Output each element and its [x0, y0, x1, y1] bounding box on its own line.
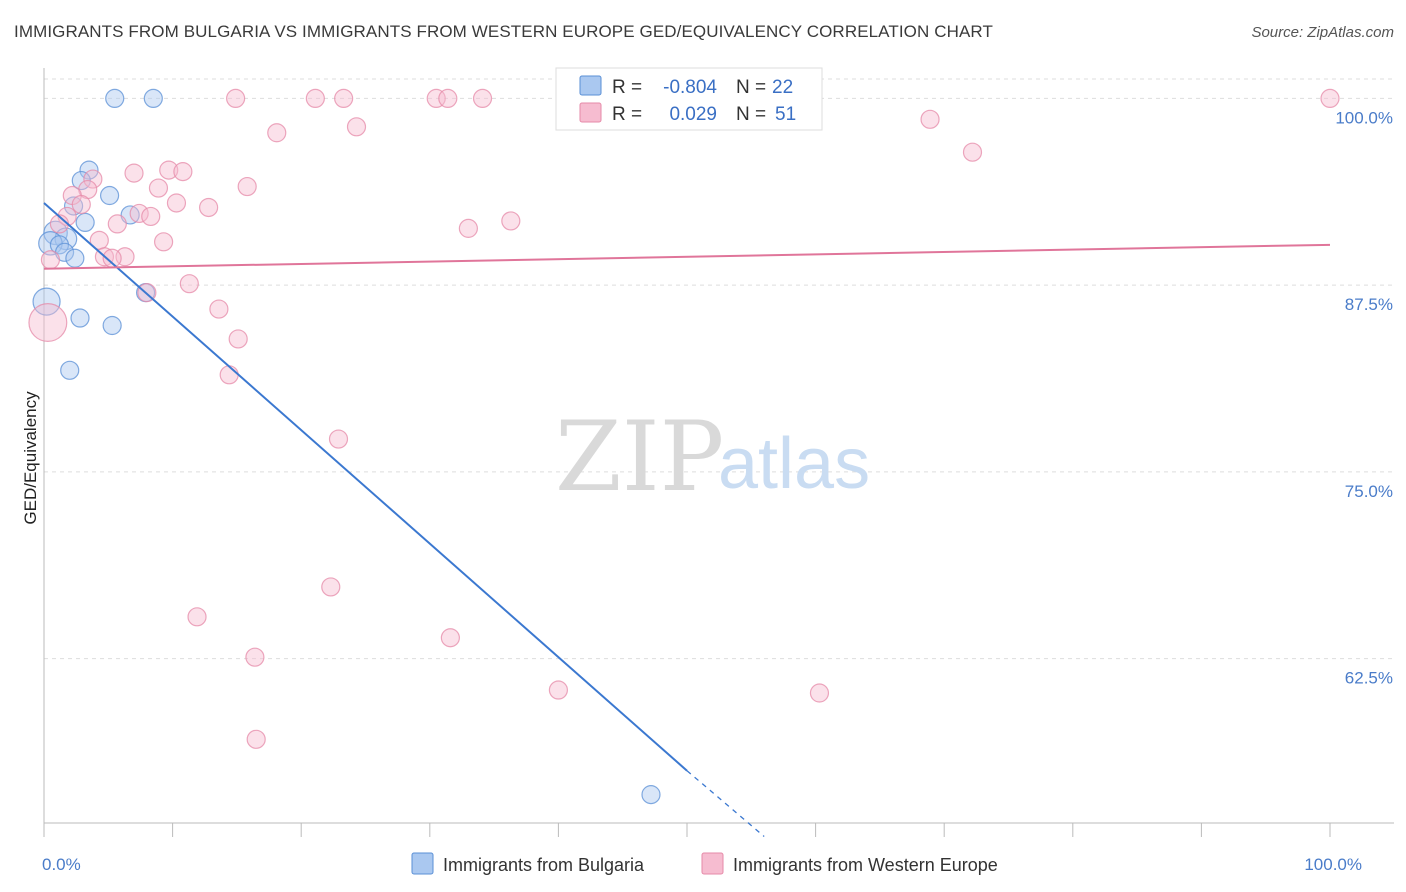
data-point-western [267, 123, 287, 143]
data-point-western [71, 194, 91, 215]
data-point-western [166, 193, 187, 213]
data-point-bulgaria [32, 287, 61, 316]
data-point-western [305, 88, 325, 109]
watermark: ZIP atlas [555, 401, 870, 513]
data-point-western [199, 197, 219, 218]
legend-swatch-bulgaria [411, 852, 434, 875]
data-point-western [334, 88, 354, 109]
y-tick-label: 62.5% [1345, 669, 1393, 688]
data-point-bulgaria [143, 88, 163, 109]
trend-layer [43, 202, 1331, 837]
data-point-western [28, 303, 68, 343]
stats-n-value: 22 [772, 77, 793, 98]
data-point-western [129, 203, 149, 224]
data-point-western [107, 214, 127, 234]
data-point-western [1320, 88, 1340, 109]
data-point-western [920, 109, 940, 129]
x-tick-label: 100.0% [1304, 855, 1362, 874]
data-point-western [245, 647, 265, 667]
data-point-bulgaria [65, 248, 85, 268]
data-point-bulgaria [60, 360, 80, 380]
stats-n-label: N = [736, 104, 766, 125]
y-tick-label: 87.5% [1345, 295, 1393, 314]
data-point-western [209, 299, 229, 319]
data-point-western [438, 88, 458, 109]
data-point-western [159, 160, 179, 180]
stats-legend: R = -0.804 N = 22 R = 0.029 N = 51 [555, 67, 823, 131]
points-layer [28, 88, 1340, 805]
stats-n-label: N = [736, 77, 766, 98]
data-point-western [83, 169, 103, 189]
x-tick-label: 0.0% [42, 855, 81, 874]
stats-r-value: -0.804 [663, 77, 717, 98]
data-point-western [548, 680, 569, 700]
legend-label-bulgaria: Immigrants from Bulgaria [443, 855, 645, 875]
trend-line-bulgaria-extension [686, 770, 765, 837]
stats-r-value: 0.029 [669, 104, 717, 125]
data-point-western [237, 176, 257, 197]
legend-label-western: Immigrants from Western Europe [733, 855, 998, 875]
data-point-western [226, 88, 246, 109]
stats-r-label: R = [612, 104, 642, 125]
trend-line-bulgaria [43, 202, 688, 772]
data-point-western [40, 250, 61, 270]
stats-swatch-bulgaria [579, 75, 602, 96]
y-tick-label: 75.0% [1345, 482, 1393, 501]
axis-layer: 100.0% 87.5% 75.0% 62.5% 0.0% 100.0% [42, 68, 1394, 874]
data-point-western [321, 577, 341, 597]
data-point-western [187, 607, 207, 627]
bottom-legend: Immigrants from Bulgaria Immigrants from… [411, 852, 998, 875]
data-point-western [246, 729, 266, 749]
stats-swatch-western [579, 102, 602, 123]
data-point-western [458, 218, 478, 238]
data-point-bulgaria [75, 212, 95, 233]
watermark-zip: ZIP [555, 401, 724, 513]
data-point-western [228, 329, 248, 349]
data-point-western [809, 683, 830, 703]
data-point-western [124, 163, 144, 183]
data-point-bulgaria [99, 185, 120, 206]
trend-line-western [43, 243, 1331, 270]
y-tick-label: 100.0% [1335, 108, 1393, 127]
data-point-western [501, 211, 521, 231]
data-point-bulgaria [63, 196, 84, 216]
data-point-bulgaria [102, 315, 122, 336]
data-point-western [141, 206, 161, 227]
stats-n-value: 51 [775, 104, 796, 125]
y-axis-label: GED/Equivalency [21, 391, 40, 525]
data-point-western [219, 365, 239, 385]
data-point-western [472, 88, 493, 109]
stats-r-label: R = [612, 77, 642, 98]
chart-source: Source: ZipAtlas.com [1251, 24, 1394, 41]
data-point-bulgaria [641, 785, 661, 805]
data-point-western [440, 628, 460, 648]
data-point-bulgaria [70, 308, 90, 328]
watermark-atlas: atlas [718, 424, 870, 504]
data-point-western [173, 162, 193, 182]
legend-swatch-western [701, 852, 724, 875]
data-point-western [328, 429, 349, 449]
data-point-western [148, 178, 169, 198]
data-point-western [153, 232, 174, 252]
chart-title: IMMIGRANTS FROM BULGARIA VS IMMIGRANTS F… [14, 22, 993, 41]
grid-layer [44, 78, 1394, 660]
data-point-western [426, 88, 446, 109]
data-point-western [346, 117, 367, 137]
data-point-western [962, 142, 983, 162]
data-point-bulgaria [105, 88, 125, 109]
data-point-western [179, 274, 199, 294]
